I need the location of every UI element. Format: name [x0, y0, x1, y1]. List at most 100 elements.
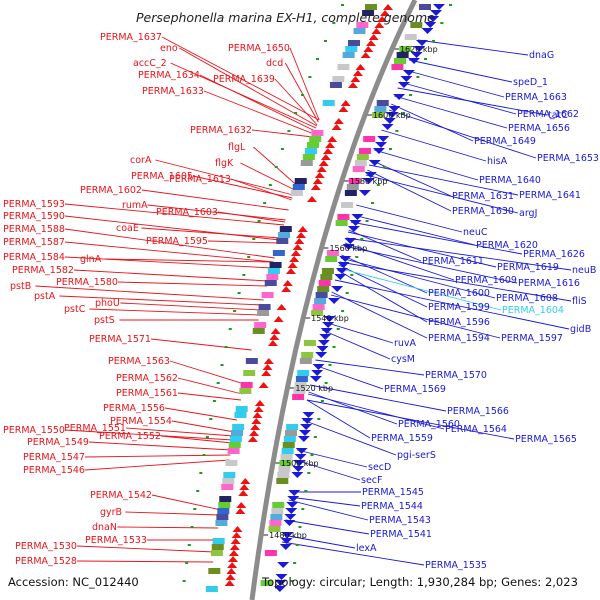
right-leader-line: [399, 81, 517, 115]
outer-tick: [316, 58, 320, 60]
genome-title: Persephonella marina EX-H1, complete gen…: [136, 10, 435, 25]
right-leader-line: [388, 109, 537, 159]
left-leader-line: [141, 227, 281, 239]
reverse-gene-arrow: [397, 82, 410, 88]
reverse-gene-arrow: [286, 502, 299, 508]
reverse-gene-arrow: [339, 256, 352, 262]
left-gene-label: PERMA_1546: [23, 465, 85, 476]
left-leader-line: [120, 302, 262, 311]
reverse-gene-arrow: [293, 460, 306, 466]
left-gene-label: PERMA_1580: [56, 277, 118, 288]
gene-block-left: [276, 238, 289, 244]
right-leader-line: [417, 39, 529, 56]
inner-tick: [320, 400, 324, 402]
gene-block-left: [223, 472, 236, 478]
right-leader-line: [314, 364, 384, 390]
left-gene-label: PERMA_1563: [108, 356, 170, 367]
gene-block-left: [304, 148, 317, 154]
outer-tick: [199, 472, 203, 474]
forward-gene-arrow: [238, 490, 249, 496]
outer-tick: [308, 76, 312, 78]
reverse-gene-arrow: [364, 172, 377, 178]
left-leader-line: [147, 204, 286, 221]
left-gene-label: PERMA_1633: [142, 86, 204, 97]
left-gene-label: PERMA_1533: [85, 535, 147, 546]
right-leader-line: [350, 221, 523, 255]
gene-block-right: [271, 508, 284, 514]
kbp-label: 1500 kbp: [281, 459, 319, 468]
inner-tick: [402, 112, 406, 114]
left-leader-line: [251, 129, 313, 138]
forward-gene-arrow: [258, 382, 269, 388]
right-leader-line: [309, 384, 447, 412]
forward-gene-arrow: [252, 412, 263, 418]
inner-tick: [388, 148, 392, 150]
right-gene-label: PERMA_1545: [362, 487, 424, 498]
left-leader-line: [151, 494, 222, 511]
gene-block-right: [303, 340, 316, 346]
gene-block-right: [326, 250, 339, 256]
gene-block-right: [348, 178, 361, 184]
outer-tick: [237, 292, 241, 294]
gene-block-right: [419, 4, 432, 10]
forward-gene-arrow: [290, 250, 301, 256]
right-gene-label: PERMA_1544: [361, 501, 423, 512]
left-gene-label: PERMA_1561: [116, 388, 178, 399]
forward-gene-arrow: [352, 70, 363, 76]
left-leader-line: [76, 560, 214, 563]
forward-gene-arrow: [296, 232, 307, 238]
left-gene-label: PERMA_1603: [156, 207, 218, 218]
gene-block-left: [345, 46, 358, 52]
outer-tick: [228, 328, 232, 330]
left-leader-line: [274, 78, 318, 126]
accession-text: Accession: NC_012440: [8, 575, 139, 589]
reverse-gene-arrow: [319, 334, 332, 340]
forward-gene-arrow: [224, 580, 235, 586]
gene-block-left: [353, 28, 366, 34]
right-gene-label: PERMA_1616: [518, 278, 580, 289]
gene-block-left: [205, 586, 218, 592]
right-leader-line: [340, 257, 496, 299]
reverse-gene-arrow: [302, 412, 315, 418]
right-leader-line: [315, 359, 425, 376]
left-gene-label: PERMA_1632: [190, 125, 252, 136]
right-gene-label: cysM: [391, 354, 415, 365]
right-gene-label: PERMA_1560: [398, 419, 460, 430]
reverse-gene-arrow: [274, 580, 287, 586]
forward-gene-arrow: [262, 364, 273, 370]
right-leader-line: [365, 174, 519, 214]
reverse-gene-arrow: [375, 142, 388, 148]
forward-gene-arrow: [383, 4, 394, 10]
gene-block-right: [281, 448, 294, 454]
left-leader-line: [105, 258, 274, 263]
gene-block-left: [278, 232, 291, 238]
gene-block-right: [278, 466, 291, 472]
gene-block-left: [232, 424, 245, 430]
right-leader-line: [344, 242, 455, 281]
gene-block-left: [225, 460, 238, 466]
inner-tick: [365, 220, 369, 222]
left-gene-label: PERMA_1650: [228, 43, 290, 54]
left-leader-line: [230, 178, 292, 201]
right-leader-line: [368, 164, 519, 196]
gene-block-right: [295, 376, 308, 382]
left-leader-line: [177, 392, 241, 401]
gene-block-right: [363, 136, 376, 142]
gene-block-right: [284, 430, 297, 436]
gene-block-right: [301, 352, 314, 358]
kbp-label: 1540 kbp: [311, 314, 349, 323]
left-leader-line: [73, 269, 269, 282]
gene-block-left: [279, 226, 292, 232]
inner-tick: [371, 202, 375, 204]
inner-tick: [295, 544, 299, 546]
inner-tick: [382, 166, 386, 168]
inner-tick: [424, 58, 428, 60]
right-leader-line: [346, 237, 572, 271]
kbp-label: 1480 kbp: [269, 531, 307, 540]
reverse-gene-arrow: [323, 316, 336, 322]
inner-tick: [313, 436, 317, 438]
left-gene-label: gyrB: [100, 507, 122, 518]
left-gene-label: PERMA_1587: [3, 237, 65, 248]
right-leader-line: [381, 129, 487, 162]
